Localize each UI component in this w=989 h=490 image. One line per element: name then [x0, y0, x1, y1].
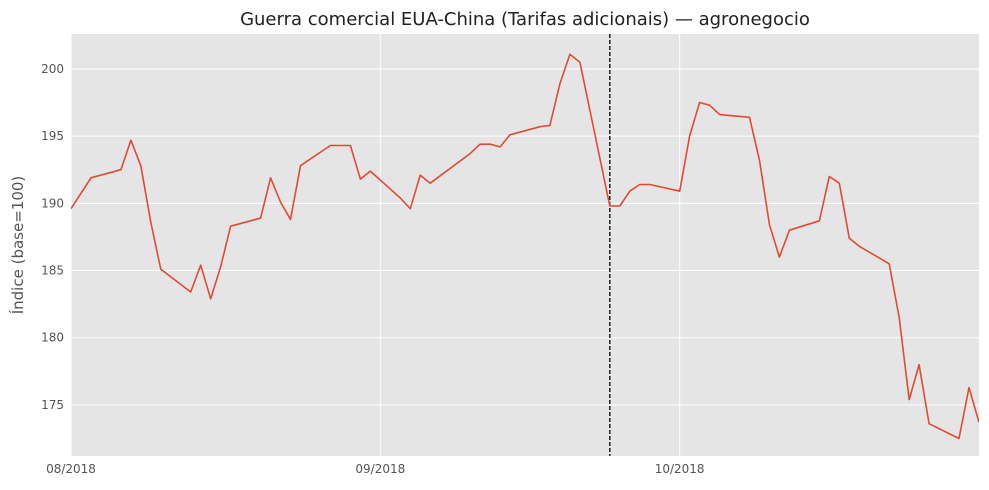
y-tick-label: 200	[41, 62, 64, 76]
chart-title: Guerra comercial EUA-China (Tarifas adic…	[240, 9, 810, 30]
series-layer	[71, 53, 979, 440]
y-tick-label: 185	[41, 264, 64, 278]
y-axis-title: Índice (base=100)	[8, 176, 27, 315]
y-tick-label: 175	[41, 398, 64, 412]
x-tick-label: 10/2018	[655, 462, 705, 476]
x-tick-label: 09/2018	[355, 462, 405, 476]
series-line	[71, 53, 979, 440]
plot-area	[71, 34, 979, 456]
y-tick-label: 195	[41, 129, 64, 143]
y-tick-label: 180	[41, 331, 64, 345]
y-tick-label: 190	[41, 196, 64, 210]
x-tick-label: 08/2018	[46, 462, 96, 476]
tick-labels: 175 180 185 190 195 200 08/2018 09/2018 10/2018	[41, 62, 704, 476]
grid-lines	[70, 34, 979, 456]
